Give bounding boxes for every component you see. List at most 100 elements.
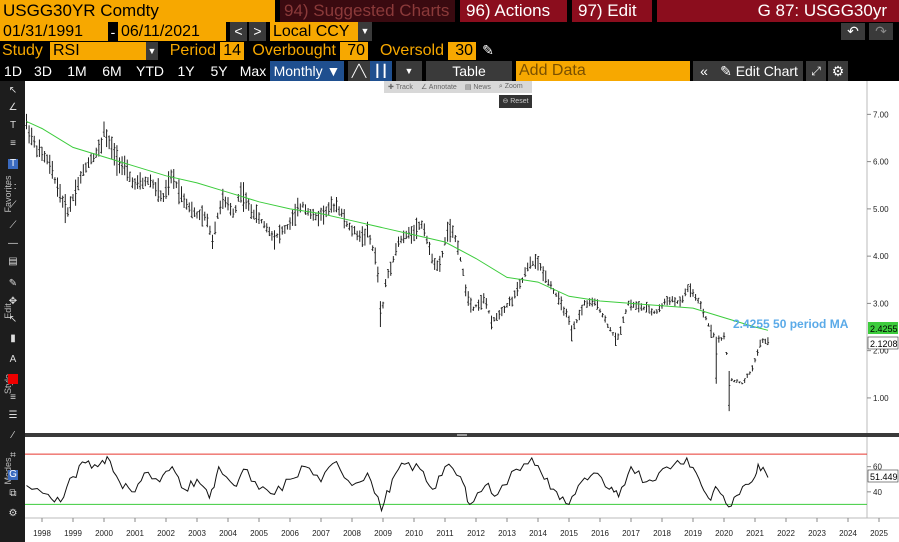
line-style-icon[interactable]: ☰ xyxy=(8,410,18,421)
range-5y-button[interactable]: 5Y xyxy=(210,62,228,79)
news-label: News xyxy=(473,84,491,91)
currency-field[interactable]: Local CCY xyxy=(270,22,358,41)
range-1d-button[interactable]: 1D xyxy=(4,62,22,79)
zoom-icon: ⌕ xyxy=(498,83,505,90)
annotate-button[interactable]: ∠ Annotate xyxy=(417,83,461,91)
x-tick-label: 2000 xyxy=(95,529,113,538)
date-separator: - xyxy=(110,23,116,40)
x-tick-label: 2008 xyxy=(343,529,361,538)
price-value-label: 2.1208 xyxy=(870,339,898,349)
rsi-tick-label: 40 xyxy=(873,488,882,497)
layers-icon[interactable]: ⧉ xyxy=(9,488,17,499)
x-tick-label: 2020 xyxy=(715,529,733,538)
range-1m-button[interactable]: 1M xyxy=(67,62,87,79)
band-icon[interactable]: ▤ xyxy=(8,256,18,267)
y-tick-label: 2.00 xyxy=(873,347,889,356)
ma-annotation: 2.4255 50 period MA xyxy=(733,317,849,331)
y-tick-label: 3.00 xyxy=(873,299,889,308)
track-icon: ✚ xyxy=(388,84,396,91)
title-bar: USGG30YR Comdty 94) Suggested Charts 96)… xyxy=(0,0,899,42)
crosshair-icon[interactable]: ⌗ xyxy=(10,450,16,461)
fib-icon[interactable]: ∷ xyxy=(9,182,17,193)
x-tick-label: 2019 xyxy=(684,529,702,538)
line-weight-icon[interactable]: ≡ xyxy=(10,392,16,403)
y-tick-label: 7.00 xyxy=(873,110,889,119)
x-tick-label: 1999 xyxy=(64,529,82,538)
oversold-label: Oversold xyxy=(379,41,444,59)
resize-icon[interactable]: ⤢ xyxy=(806,60,826,81)
zoom-button[interactable]: ⌕ Zoom xyxy=(495,83,527,91)
pencil-tool-icon[interactable]: ✎ xyxy=(8,278,18,289)
horizontal-line-icon[interactable]: — xyxy=(8,238,18,249)
select-icon[interactable]: ↖ xyxy=(8,314,18,325)
text-tool-icon[interactable]: T xyxy=(9,120,17,131)
x-tick-label: 2016 xyxy=(591,529,609,538)
x-tick-label: 2023 xyxy=(808,529,826,538)
price-value-tag xyxy=(867,336,899,350)
edit-button[interactable]: 97) Edit ▾ xyxy=(572,0,652,42)
edit-chart-button[interactable]: ✎ Edit Chart xyxy=(715,60,803,81)
currency-dropdown-icon[interactable]: ▼ xyxy=(358,22,372,41)
next-period-button[interactable]: > xyxy=(249,22,266,41)
font-icon[interactable]: A xyxy=(9,354,17,365)
frequency-select[interactable]: Monthly ▼ xyxy=(270,60,344,81)
end-date-field[interactable]: 06/11/2021 xyxy=(118,22,226,41)
table-button[interactable]: Table xyxy=(426,60,512,81)
color-swatch-icon[interactable] xyxy=(8,374,18,384)
study-dropdown-icon[interactable]: ▼ xyxy=(146,41,158,60)
line-draw-icon[interactable]: ∠ xyxy=(8,102,18,113)
overbought-field[interactable]: 70 xyxy=(340,41,368,60)
pencil-icon[interactable]: ✎ xyxy=(482,42,494,58)
range-ytd-button[interactable]: YTD xyxy=(136,62,164,79)
pen-icon[interactable]: ∕ xyxy=(12,430,14,441)
range-bar: 1D 3D 1M 6M YTD 1Y 5Y Max Monthly ▼ ╱╲ ┃┃ ▼ Tab… xyxy=(0,60,899,81)
suggested-charts-button[interactable]: 94) Suggested Charts xyxy=(280,0,455,22)
add-data-field[interactable]: Add Data xyxy=(516,60,690,81)
track-button[interactable]: ✚ Track xyxy=(384,83,417,91)
study-bar: Study RSI ▼ Period 14 Overbought 70 Over… xyxy=(0,41,899,60)
price-chart[interactable]: 7.00 6.00 5.00 4.00 3.00 2.00 1.00 1998 1999 200… xyxy=(25,81,899,542)
collapse-icon[interactable]: « xyxy=(693,60,715,81)
range-max-button[interactable]: Max xyxy=(239,62,267,79)
line-chart-icon[interactable]: ╱╲ xyxy=(348,60,370,81)
panel-divider-grip xyxy=(457,434,467,436)
cursor-icon[interactable]: ↖ xyxy=(8,85,18,96)
start-date-field[interactable]: 01/31/1991 xyxy=(0,22,108,41)
undo-icon[interactable]: ↶ xyxy=(841,23,865,40)
redo-icon[interactable]: ↷ xyxy=(869,23,893,40)
annotate-icon: ∠ xyxy=(420,84,429,91)
range-1y-button[interactable]: 1Y xyxy=(177,62,195,79)
reset-button[interactable]: ⊖ Reset xyxy=(499,95,532,108)
x-tick-label: 1998 xyxy=(33,529,51,538)
y-tick-label: 6.00 xyxy=(873,158,889,167)
prev-period-button[interactable]: < xyxy=(230,22,247,41)
range-3d-button[interactable]: 3D xyxy=(34,62,52,79)
y-tick-label: 4.00 xyxy=(873,252,889,261)
settings-gear-icon[interactable]: ⚙ xyxy=(828,60,848,81)
text-box-icon[interactable]: T xyxy=(8,158,18,169)
price-panel-background xyxy=(25,81,899,434)
news-button[interactable]: ▤ News xyxy=(461,83,495,91)
period-field[interactable]: 14 xyxy=(220,41,244,60)
track-label: Track xyxy=(395,84,413,91)
ticker-field[interactable]: USGG30YR Comdty xyxy=(0,0,275,22)
oversold-field[interactable]: 30 xyxy=(448,41,476,60)
study-field[interactable]: RSI xyxy=(50,41,146,60)
zoom-label: Zoom xyxy=(504,83,523,90)
x-tick-label: 2014 xyxy=(529,529,547,538)
ray-icon[interactable]: ⟋ xyxy=(9,220,17,231)
trendline-icon[interactable]: ⟋ xyxy=(9,200,17,211)
x-tick-label: 2001 xyxy=(126,529,144,538)
mode-settings-icon[interactable]: ⚙ xyxy=(8,508,18,519)
range-6m-button[interactable]: 6M xyxy=(102,62,122,79)
x-tick-label: 2003 xyxy=(188,529,206,538)
trash-icon[interactable]: ▮ xyxy=(10,333,16,344)
ma-value-tag xyxy=(868,322,898,334)
actions-button[interactable]: 96) Actions ▾ xyxy=(460,0,567,42)
chart-type-dropdown-icon[interactable]: ▼ xyxy=(396,60,422,81)
channel-icon[interactable]: ≡ xyxy=(10,138,16,149)
refresh-mode-icon[interactable]: G xyxy=(8,469,18,480)
x-tick-label: 2009 xyxy=(374,529,392,538)
move-icon[interactable]: ✥ xyxy=(8,296,18,307)
bar-chart-icon[interactable]: ┃┃ xyxy=(370,60,392,81)
